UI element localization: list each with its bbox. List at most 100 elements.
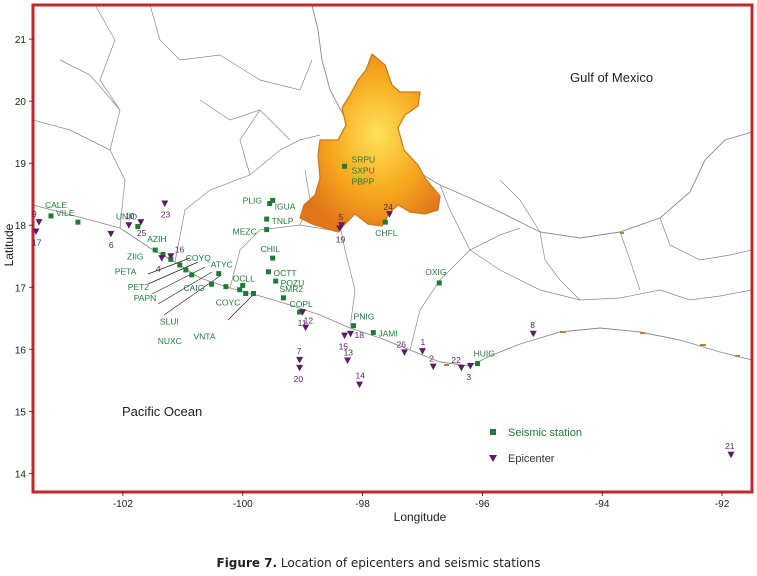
epicenter-label: 11 — [298, 318, 307, 328]
epicenter-13: 13 — [344, 347, 353, 364]
epicenter-2: 2 — [429, 354, 437, 371]
x-tick-label: -92 — [715, 499, 730, 510]
epicenter-14: 14 — [356, 371, 365, 389]
station-label: NUXC — [158, 336, 182, 346]
station-srpu: SRPU — [342, 154, 375, 169]
epicenter-marker — [32, 228, 40, 235]
epicenter-26: 26 — [396, 339, 408, 356]
station-label: AZIH — [147, 234, 166, 244]
y-tick-label: 21 — [15, 35, 27, 46]
map-frame — [31, 3, 754, 494]
station-octt: OCTT — [265, 268, 297, 278]
station-label: HUIG — [474, 349, 495, 359]
epicenter-marker — [125, 222, 133, 229]
epicenter-1: 1 — [418, 337, 426, 355]
station-marker — [209, 281, 215, 287]
epicenter-marker — [344, 357, 352, 364]
station-marker — [183, 267, 189, 273]
pacific-ocean-label: Pacific Ocean — [122, 404, 202, 419]
station-marker — [265, 269, 271, 275]
epicenter-label: 21 — [725, 441, 735, 451]
epicenter-marker — [457, 364, 465, 372]
station-ocll: OCLL — [233, 273, 255, 288]
epicenter-marker — [161, 200, 169, 208]
epicenter-17: 17 — [32, 228, 42, 247]
epicenter-label: 25 — [137, 228, 147, 238]
x-axis-title: Longitude — [394, 510, 447, 524]
station-label: PLIG — [243, 195, 262, 205]
station-plig: PLIG — [243, 195, 276, 205]
epicenter-label: 4 — [156, 264, 161, 274]
station-marker — [273, 278, 279, 284]
epicenter-16: 16 — [167, 244, 185, 260]
epicenter-3: 3 — [466, 363, 474, 382]
station-pbpp: PBPP — [352, 176, 375, 186]
station-atyc: ATYC — [211, 260, 233, 277]
station-label: COYQ — [186, 253, 211, 263]
legend-station-marker — [490, 429, 496, 435]
station-label: CHIL — [261, 244, 281, 254]
station-pet2: PET2 — [128, 267, 189, 292]
station-label: PETA — [115, 266, 137, 276]
legend-station-label: Seismic station — [508, 427, 582, 439]
station-tnlp: TNLP — [264, 216, 294, 226]
epicenter-9: 9 — [32, 209, 43, 226]
epicenter-label: 26 — [396, 339, 406, 349]
epicenter-21: 21 — [725, 441, 735, 459]
epicenter-marker — [341, 332, 349, 340]
epicenter-label: 24 — [384, 202, 394, 212]
legend-epicenter-label: Epicenter — [508, 453, 555, 465]
y-tick-label: 16 — [15, 345, 27, 356]
epicenter-marker — [386, 211, 394, 218]
station-copl: COPL — [290, 299, 313, 315]
epicenter-22: 22 — [451, 355, 465, 372]
station-label: VNTA — [193, 331, 215, 341]
station-chfl: CHFL — [375, 219, 398, 238]
epicenter-label: 12 — [304, 316, 314, 326]
epicenter-6: 6 — [107, 230, 115, 250]
station-label: UNIO — [116, 211, 138, 221]
x-axis-ticks: -102 -100 -98 -96 -94 -92 — [113, 492, 730, 510]
station-unio: UNIO — [116, 211, 141, 229]
station-mezc: MEZC — [233, 227, 270, 237]
epicenter-marker — [167, 253, 175, 260]
station-cale: CALE — [45, 200, 68, 219]
epicenter-marker — [296, 364, 304, 372]
y-tick-label: 18 — [15, 221, 27, 232]
caption-label: Figure 7. — [216, 556, 278, 570]
station-jami: JAMI — [370, 329, 398, 339]
x-tick-label: -94 — [595, 499, 610, 510]
station-marker — [189, 272, 195, 278]
epicenter-10: 10 — [125, 211, 135, 229]
station-papn: PAPN — [134, 272, 195, 303]
station-pnig: PNIG — [351, 312, 374, 329]
station-label: OXIG — [425, 267, 446, 277]
station-huig: HUIG — [474, 349, 495, 367]
epicenter-marker — [727, 451, 735, 459]
epicenter-15: 15 — [339, 332, 349, 352]
station-label: COYC — [216, 297, 241, 307]
station-marker — [267, 201, 273, 207]
epicenter-18: 18 — [347, 330, 364, 340]
epicenter-marker — [418, 348, 426, 355]
gulf-of-mexico-label: Gulf of Mexico — [570, 70, 653, 85]
caption-text: Location of epicenters and seismic stati… — [280, 556, 541, 570]
epicenter-label: 9 — [32, 209, 37, 219]
station-azih: AZIH — [147, 234, 167, 253]
epicenter-marker — [347, 330, 355, 338]
station-marker — [152, 247, 158, 253]
station-label: COPL — [290, 299, 313, 309]
y-axis-ticks: 14 15 16 17 18 19 20 21 — [15, 35, 33, 480]
station-label: OCTT — [273, 268, 296, 278]
epicenter-label: 23 — [161, 210, 171, 220]
station-marker — [264, 216, 270, 222]
epicenter-label: 17 — [32, 237, 42, 247]
station-label: CHFL — [375, 228, 397, 238]
epicenter-7: 7 — [296, 346, 304, 364]
station-label: PET2 — [128, 282, 150, 292]
station-label: CALE — [45, 200, 68, 210]
station-marker — [177, 262, 183, 268]
legend-epicenter-marker — [489, 455, 497, 462]
station-vnta: VNTA — [193, 290, 256, 341]
gulf-coastline — [311, 5, 752, 239]
